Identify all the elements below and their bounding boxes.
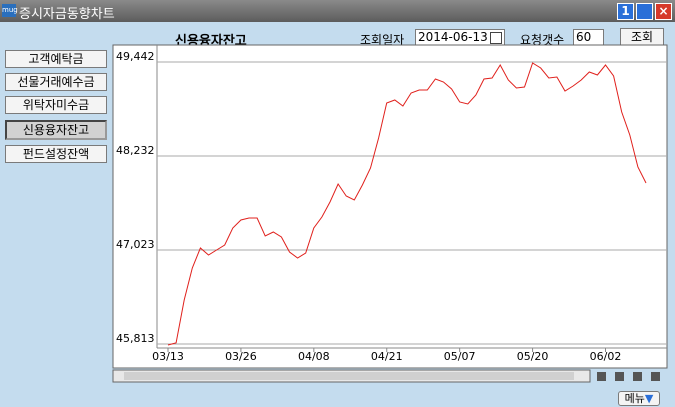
sidebar-button[interactable]: 펀드설정잔액 — [5, 145, 107, 163]
count-label: 요청갯수 — [520, 33, 565, 47]
x-tick-label: 03/26 — [225, 350, 257, 363]
y-tick-label: 48,232 — [116, 144, 155, 157]
y-tick-label: 49,442 — [116, 50, 155, 63]
sidebar-button[interactable]: 신용융자잔고 — [5, 120, 107, 140]
date-value: 2014-06-13 — [418, 30, 488, 44]
maximize-button[interactable] — [636, 3, 653, 20]
title-bar: mug 증시자금동향차트 1 × — [0, 0, 675, 22]
x-tick-label: 06/02 — [590, 350, 622, 363]
menu-button[interactable]: 메뉴▼ — [618, 391, 660, 406]
date-input[interactable]: 2014-06-13 — [415, 29, 505, 46]
scroll-thumb[interactable] — [124, 372, 574, 380]
x-tick-label: 05/07 — [444, 350, 476, 363]
y-tick-label: 47,023 — [116, 238, 155, 251]
app-icon: mug — [2, 4, 18, 17]
zoom-tools[interactable] — [597, 372, 660, 381]
close-button[interactable]: × — [655, 3, 672, 20]
y-tick-label: 45,813 — [116, 332, 155, 345]
x-tick-label: 04/08 — [298, 350, 330, 363]
sidebar-button[interactable]: 위탁자미수금 — [5, 96, 107, 114]
x-tick-label: 05/20 — [517, 350, 549, 363]
sidebar-button[interactable]: 고객예탁금 — [5, 50, 107, 68]
menu-label: 메뉴 — [624, 392, 645, 405]
sidebar-button[interactable]: 선물거래예수금 — [5, 73, 107, 91]
x-tick-label: 03/13 — [152, 350, 184, 363]
data-line — [167, 62, 647, 346]
window-title: 증시자금동향차트 — [19, 7, 115, 22]
calendar-icon[interactable] — [490, 32, 502, 44]
badge-button[interactable]: 1 — [617, 3, 634, 20]
date-label: 조회일자 — [360, 33, 405, 47]
x-tick-label: 04/21 — [371, 350, 403, 363]
chart-frame — [112, 44, 668, 369]
